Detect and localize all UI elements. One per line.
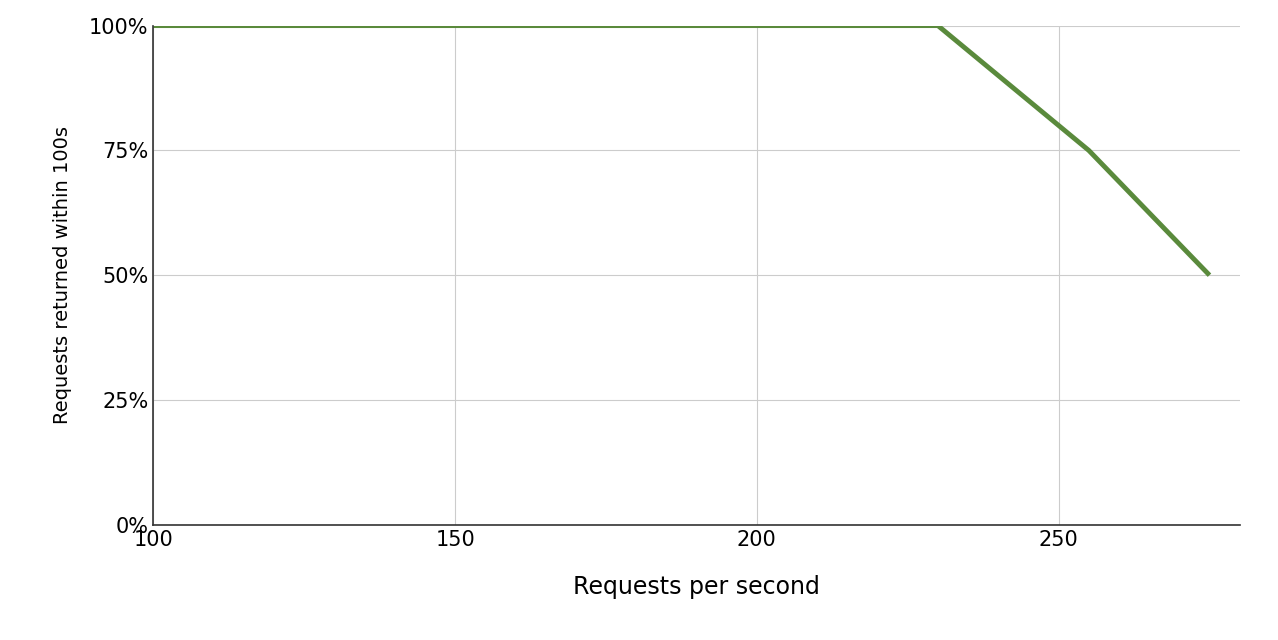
X-axis label: Requests per second: Requests per second bbox=[573, 575, 820, 598]
Y-axis label: Requests returned within 100s: Requests returned within 100s bbox=[54, 126, 73, 424]
